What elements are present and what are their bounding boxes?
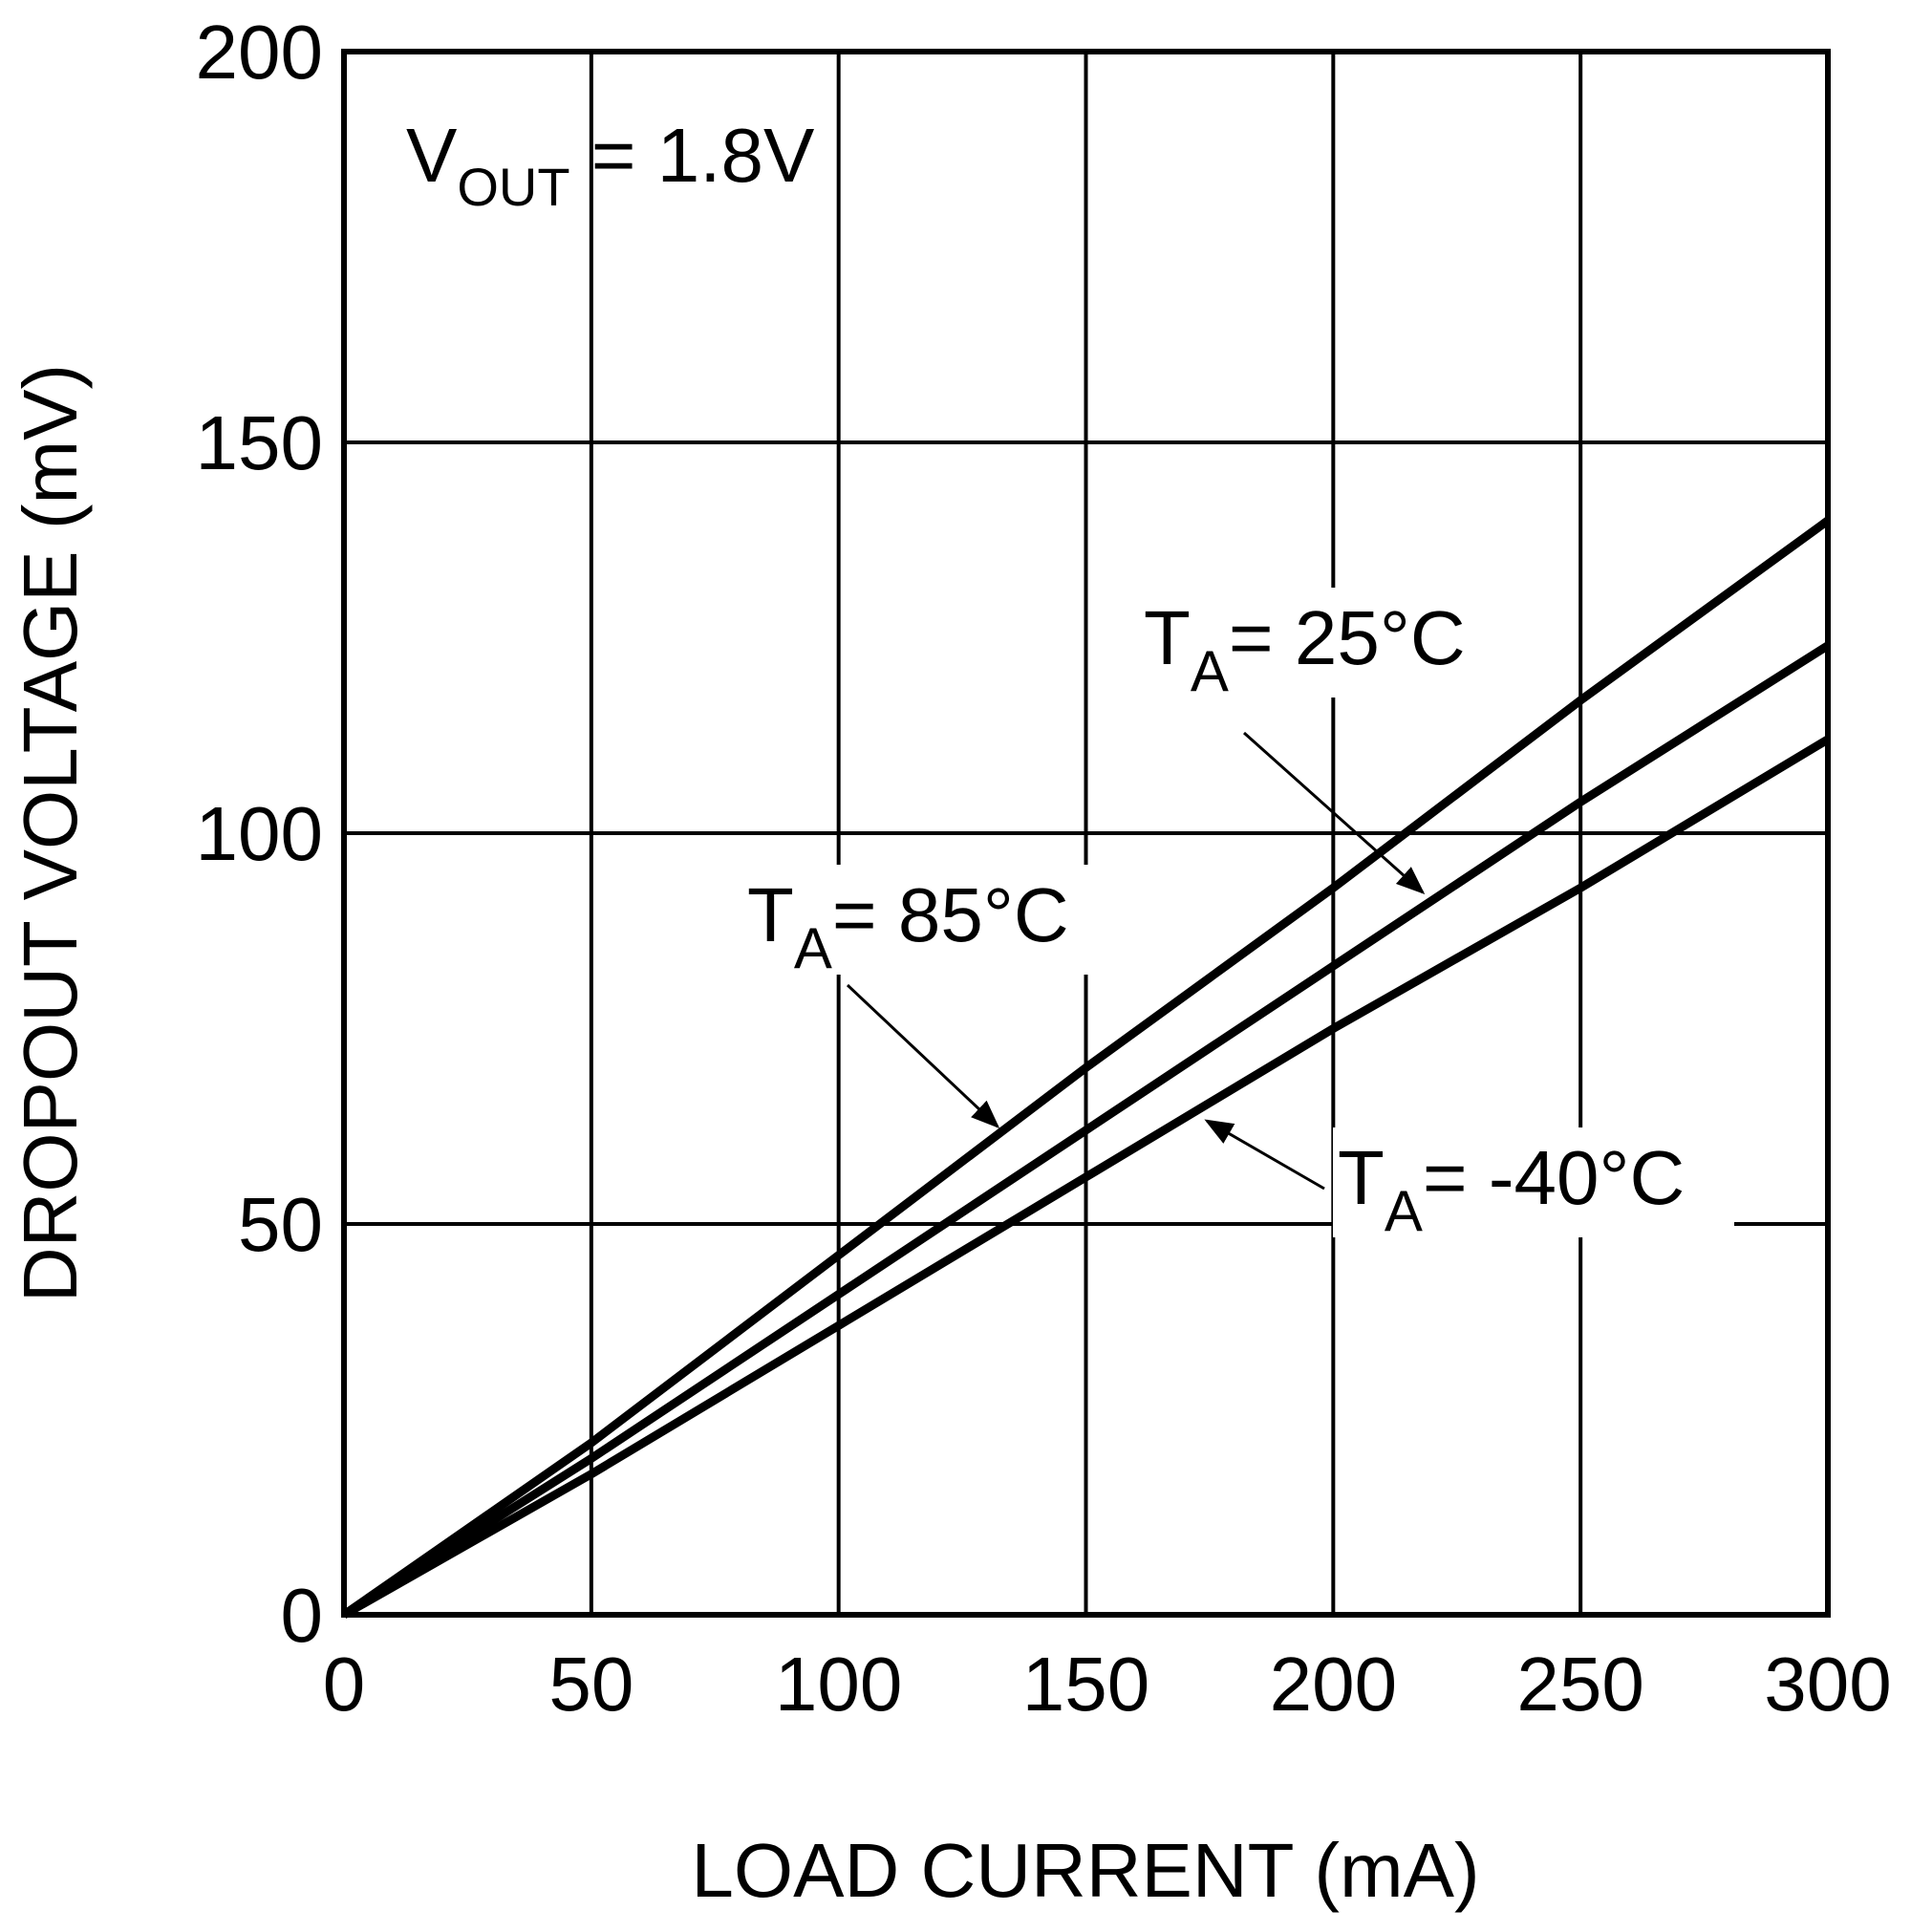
y-axis-title: DROPOUT VOLTAGE (mV) [8,364,93,1302]
series-line-1 [341,641,1831,1619]
arrow-85c [846,983,1000,1129]
x-tick-label: 250 [1516,1642,1643,1727]
svg-text:TA= 85°C: TA= 85°C [747,872,1069,980]
y-tick-label: 200 [196,10,323,95]
x-tick-label: 150 [1022,1642,1149,1727]
x-tick-label: 200 [1270,1642,1397,1727]
label-minus40c: TA= -40°C [1333,1127,1734,1243]
x-tick-label: 300 [1764,1642,1891,1727]
svg-text:TA= 25°C: TA= 25°C [1144,595,1466,703]
x-axis-title: LOAD CURRENT (mA) [691,1828,1479,1913]
label-85c: TA= 85°C [741,865,1123,980]
series-line-2 [341,735,1831,1619]
series-line-0 [341,517,1831,1619]
x-tick-label: 100 [775,1642,902,1727]
arrow-25c [1243,731,1426,894]
arrow-minus40c [1204,1119,1325,1191]
label-25c: TA= 25°C [1137,588,1519,703]
y-tick-label: 50 [238,1182,323,1267]
y-tick-label: 0 [281,1573,324,1658]
x-tick-label: 50 [548,1642,633,1727]
vout-annotation: VOUT = 1.8V [406,113,815,217]
x-tick-label: 0 [323,1642,366,1727]
svg-text:TA= -40°C: TA= -40°C [1338,1135,1685,1243]
y-tick-label: 100 [196,791,323,876]
y-tick-label: 150 [196,400,323,485]
plot-frame [341,49,1831,1618]
